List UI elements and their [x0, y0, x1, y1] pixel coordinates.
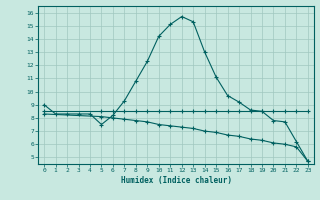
X-axis label: Humidex (Indice chaleur): Humidex (Indice chaleur): [121, 176, 231, 185]
